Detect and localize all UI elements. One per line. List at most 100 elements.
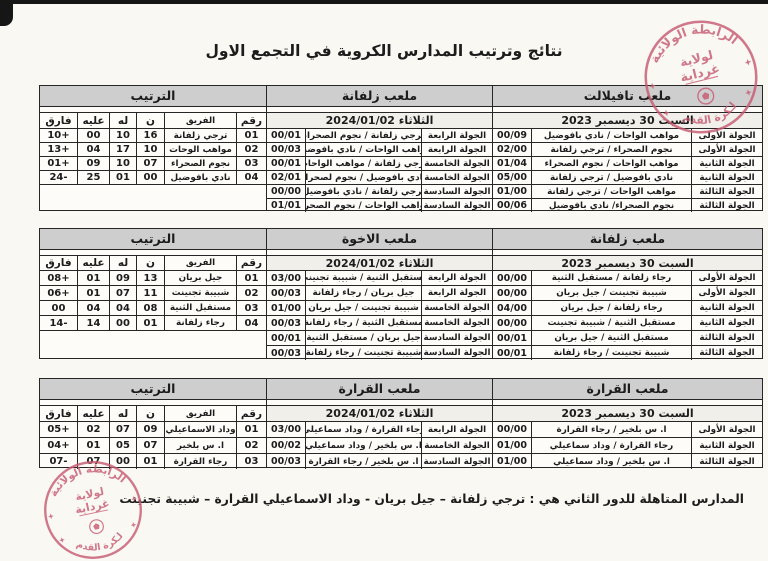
match-score: 00/01: [497, 347, 527, 359]
matchday-date: الثلاثاء 2024/01/02: [267, 255, 492, 270]
match-score: 02/01: [271, 172, 301, 183]
round-label: الجولة الثالثة: [691, 454, 762, 469]
venue-title: ملعب الاخوة: [267, 229, 492, 249]
round-label: الجولة الخامسة: [421, 157, 492, 170]
round-label: الجولة الثالثة: [691, 346, 762, 360]
match-score: 03/00: [271, 424, 301, 435]
col-header-team: الفريق: [164, 406, 236, 421]
goals-for: 05: [109, 438, 136, 453]
spacer-row: [267, 249, 492, 255]
match-score: 05/00: [497, 172, 527, 183]
match-score: 04/00: [497, 302, 527, 314]
match-score: 01/01: [271, 200, 301, 211]
points: 07: [136, 438, 164, 453]
team-name: نادي بافوضيل: [164, 171, 236, 184]
ranking-row: 02 مواهب الوحات 10 17 04 +13: [40, 142, 266, 156]
stamp-center-line2: غرداية: [679, 61, 722, 85]
group3-venue-day1-section: ملعب القرارة السبت 30 ديسمبر 2023 الجولة…: [492, 378, 763, 469]
fixture-teams: ترجي زلفانة / مواهب الواحات: [305, 157, 421, 170]
rank-number: 01: [236, 271, 266, 285]
goal-diff: +01: [47, 158, 70, 169]
ranking-empty-area: [40, 184, 266, 210]
rank-number: 02: [236, 143, 266, 156]
col-header-goals-for: له: [109, 406, 136, 421]
fixture-teams: مستقبل الثنية / شبيبة تجنينت: [531, 316, 691, 330]
match-row: الجولة الأولى رجاء زلفانة / مستقبل الثني…: [493, 270, 762, 285]
rank-number: 04: [236, 316, 266, 330]
group2-ranking-section: الترتيب رقم الفريق ن له عليه فارق 01 جيل…: [39, 228, 267, 359]
venue-title: ملعب زلفانة: [493, 229, 762, 249]
fixture-teams: شبيبة تجنينت / جيل بريان: [305, 301, 421, 315]
fixture-teams: ا. س بلخير / وداد سماعيلي: [531, 454, 691, 469]
round-label: الجولة الخامسة: [421, 171, 492, 184]
ranking-header-row: رقم الفريق ن له عليه فارق: [40, 255, 266, 270]
match-row: الجولة السادسة جيل بريان / مستقبل الثنية…: [267, 330, 492, 345]
qualified-teams-note: المدارس المتاهلة للدور الثاني هي : ترجي …: [119, 492, 744, 506]
match-score: 00/03: [271, 456, 301, 467]
spacer-row: [493, 249, 762, 255]
rank-number: 04: [236, 171, 266, 184]
round-label: الجولة السادسة: [421, 346, 492, 360]
spacer-row: [267, 106, 492, 112]
match-row: الجولة الأولى نجوم الصحراء / ترجي زلفانة…: [493, 142, 762, 156]
fixture-teams: رجاء زلفانة / جيل بريان: [531, 301, 691, 315]
match-row: الجولة الرابعة مواهب الواحات / نادي بافو…: [267, 142, 492, 156]
points: 07: [136, 157, 164, 170]
matchday-date: السبت 30 ديسمبر 2023: [493, 112, 762, 128]
match-score: 00/00: [497, 272, 527, 284]
round-label: الجولة الثالثة: [691, 185, 762, 198]
col-header-rank: رقم: [236, 256, 266, 270]
goals-against: 00: [77, 129, 109, 142]
venue-title: ملعب تافيلالت: [493, 86, 762, 106]
match-row: الجولة الخامسة ترجي زلفانة / مواهب الواح…: [267, 156, 492, 170]
round-label: الجولة الرابعة: [421, 271, 492, 285]
goals-against: 04: [77, 143, 109, 156]
goal-diff: -14: [49, 317, 68, 329]
rank-number: 01: [236, 422, 266, 437]
goal-diff: -07: [49, 456, 68, 467]
team-name: رجاء زلفانة: [164, 316, 236, 330]
col-header-goals-against: عليه: [77, 406, 109, 421]
goals-against: 07: [77, 454, 109, 469]
match-score: 00/00: [497, 317, 527, 329]
fixture-teams: مواهب الواحات / نادي بافوضيل: [531, 129, 691, 142]
round-label: الجولة الرابعة: [421, 422, 492, 437]
col-header-points: ن: [136, 113, 164, 128]
fixture-teams: مواهب الواحات / نجوم الصحراء: [531, 157, 691, 170]
venue-title: ملعب القرارة: [493, 379, 762, 399]
fixture-teams: نادي بافوضيل / ترجي زلفانة: [531, 171, 691, 184]
col-header-team: الفريق: [164, 113, 236, 128]
match-score: 00/01: [271, 158, 301, 169]
fixture-teams: نجوم الصحراء / ترجي زلفانة: [531, 143, 691, 156]
ranking-header-row: رقم الفريق ن له عليه فارق: [40, 112, 266, 128]
ranking-title: الترتيب: [40, 229, 266, 249]
rank-number: 03: [236, 157, 266, 170]
match-score: 01/00: [497, 186, 527, 197]
ranking-row: 03 رجاء القرارة 01 00 07 -07: [40, 453, 266, 469]
ranking-row: 03 مستقبل الثنية 08 04 04 00: [40, 300, 266, 315]
fixture-teams: ا. س بلخير / وداد سماعيلي: [305, 438, 421, 453]
rank-number: 01: [236, 129, 266, 142]
match-score: 00/06: [497, 200, 527, 211]
goal-diff: -24: [49, 172, 68, 183]
match-row: الجولة الثانية رجاء زلفانة / جيل بريان 0…: [493, 300, 762, 315]
goals-for: 17: [109, 143, 136, 156]
group3-ranking-section: الترتيب رقم الفريق ن له عليه فارق 01 ودا…: [39, 378, 267, 469]
match-row: الجولة الخامسة شبيبة تجنينت / جيل بريان …: [267, 300, 492, 315]
group2-venue-day1-section: ملعب زلفانة السبت 30 ديسمبر 2023 الجولة …: [492, 228, 763, 360]
fixture-teams: نادي بافوضيل / نجوم لصحراء: [305, 171, 421, 184]
rank-number: 02: [236, 438, 266, 453]
fixture-teams: ترجي زلفانة / نجوم الصحراء: [305, 129, 421, 142]
match-row: الجولة الثانية رجاء القرارة / وداد سماعي…: [493, 437, 762, 453]
points: 10: [136, 143, 164, 156]
ranking-row: 02 شبيبة تجنينت 11 07 01 +06: [40, 285, 266, 300]
spacer-row: [493, 399, 762, 405]
col-header-goal-diff: فارق: [45, 114, 72, 127]
round-label: الجولة الثانية: [691, 316, 762, 330]
ranking-row: 04 رجاء زلفانة 01 00 14 -14: [40, 315, 266, 330]
match-row: الجولة الخامسة ا. س بلخير / وداد سماعيلي…: [267, 437, 492, 453]
match-score: 01/04: [497, 158, 527, 169]
points: 11: [136, 286, 164, 300]
spacer-row: [267, 399, 492, 405]
page-title: نتائج وترتيب المدارس الكروية في التجمع ا…: [205, 42, 563, 60]
